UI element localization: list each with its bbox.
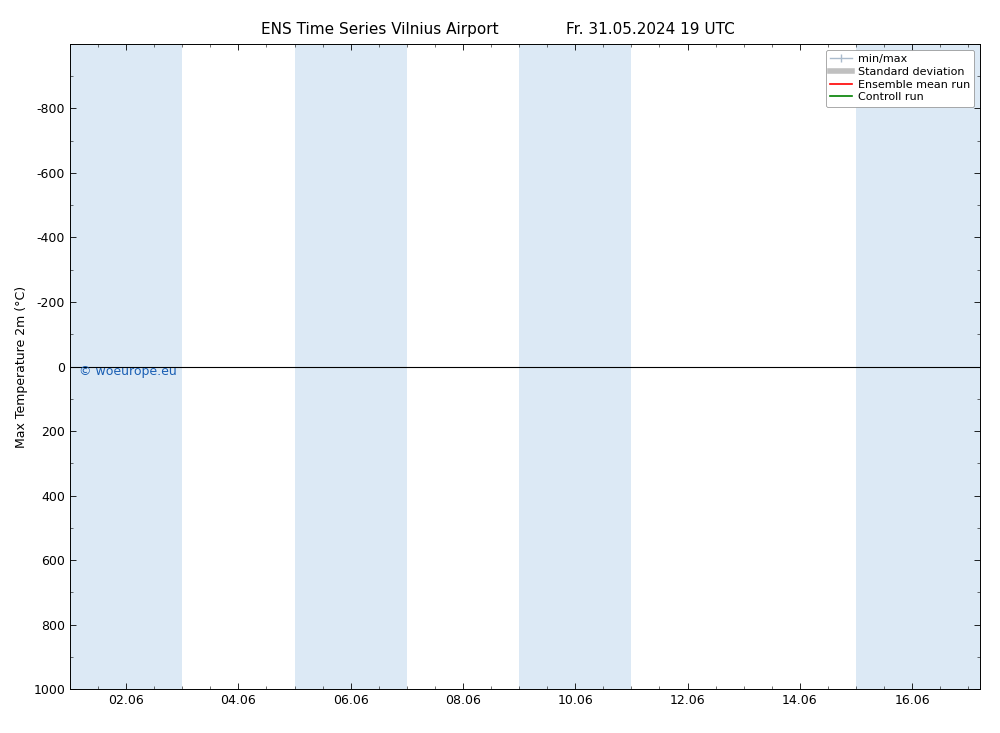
Text: Fr. 31.05.2024 19 UTC: Fr. 31.05.2024 19 UTC [566,22,734,37]
Legend: min/max, Standard deviation, Ensemble mean run, Controll run: min/max, Standard deviation, Ensemble me… [826,50,974,107]
Text: ENS Time Series Vilnius Airport: ENS Time Series Vilnius Airport [261,22,499,37]
Bar [70,44,182,689]
Bar [295,44,407,689]
Bar [519,44,631,689]
Y-axis label: Max Temperature 2m (°C): Max Temperature 2m (°C) [15,285,28,448]
Bar [856,44,980,689]
Text: © woeurope.eu: © woeurope.eu [79,365,177,378]
